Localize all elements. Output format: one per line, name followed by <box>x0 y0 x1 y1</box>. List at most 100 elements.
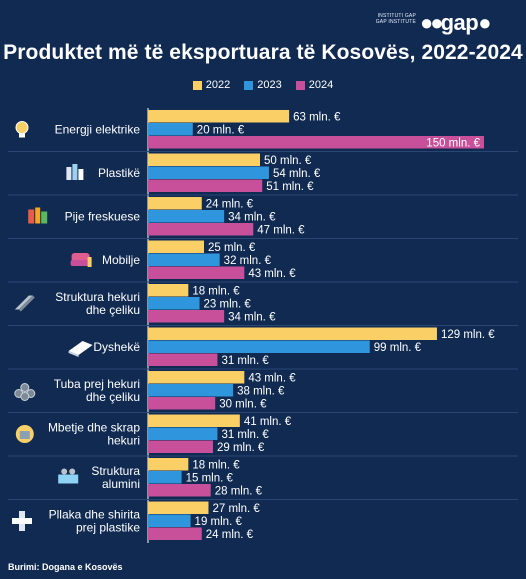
category-label: Energji elektrike <box>55 123 141 137</box>
legend-label-2024: 2024 <box>308 79 334 91</box>
chart-legend: 2022 2023 2024 <box>0 79 526 91</box>
category-label: Dyshekë <box>93 340 140 354</box>
category-group: Pije freskuese 24 mln. €34 mln. €47 mln. … <box>8 194 518 237</box>
value-label: 31 mln. € <box>221 429 269 441</box>
armchair-icon <box>70 253 92 267</box>
bar-2022 <box>148 284 189 297</box>
value-label: 28 mln. € <box>215 486 263 498</box>
value-label: 18 mln. € <box>192 286 240 298</box>
value-label: 47 mln. € <box>257 225 305 237</box>
legend-swatch-2023 <box>244 80 254 90</box>
value-label: 38 mln. € <box>237 386 285 398</box>
bar-2022 <box>148 153 260 166</box>
bar-2023 <box>148 123 193 136</box>
category-label: Mobilje <box>102 253 140 267</box>
lightbulb-icon <box>15 121 29 138</box>
source-note: Burimi: Dogana e Kosovës <box>8 562 123 572</box>
chart-title: Produktet më të eksportuara të Kosovës, … <box>3 41 523 64</box>
value-label: 32 mln. € <box>224 255 272 267</box>
value-label: 50 mln. € <box>264 155 312 167</box>
bar-2023 <box>148 384 234 397</box>
legend-item-2024: 2024 <box>295 79 334 91</box>
value-label: 29 mln. € <box>217 442 265 454</box>
bar-2022 <box>148 501 209 514</box>
value-label: 51 mln. € <box>266 181 314 193</box>
brand-institute-line2: GAP INSTITUTE <box>375 19 416 25</box>
category-label: prej plastike <box>76 521 140 535</box>
value-label: 24 mln. € <box>206 199 254 211</box>
value-label: 30 mln. € <box>219 399 267 411</box>
bar-2024 <box>148 397 216 410</box>
bar-2022 <box>148 110 290 123</box>
bar-2024 <box>148 353 218 366</box>
value-label: 23 mln. € <box>204 299 252 311</box>
bar-2023 <box>148 297 200 310</box>
bar-2022 <box>148 371 245 384</box>
value-label: 43 mln. € <box>248 373 296 385</box>
bar-2024 <box>148 310 225 323</box>
brand-institute-line1: INSTITUTI GAP <box>377 13 416 19</box>
bar-2022 <box>148 458 189 471</box>
value-label: 34 mln. € <box>228 312 276 324</box>
bar-2023 <box>148 340 370 353</box>
bar-2024 <box>148 223 254 236</box>
value-label: 15 mln. € <box>186 473 234 485</box>
category-label: Struktura hekuri <box>55 290 140 304</box>
bar-2023 <box>148 427 218 440</box>
category-label: hekuri <box>107 434 140 448</box>
bar-2024 <box>148 179 263 192</box>
category-label: Tuba prej hekuri <box>54 377 140 391</box>
mattress-icon <box>68 341 93 357</box>
legend-swatch-2022 <box>192 80 202 90</box>
bar-2022 <box>148 197 202 210</box>
brand-logo: INSTITUTI GAP GAP INSTITUTE ●●gap● <box>356 8 516 36</box>
brand-logo-dots: ●● <box>420 10 444 35</box>
pipes-icon <box>14 383 36 401</box>
legend-label-2022: 2022 <box>205 79 231 91</box>
bar-2023 <box>148 166 269 179</box>
value-label: 27 mln. € <box>212 503 260 515</box>
bar-2024 <box>148 527 202 540</box>
category-label: Pllaka dhe shirita <box>49 508 141 522</box>
category-label: Pije freskuese <box>65 210 141 224</box>
value-label: 63 mln. € <box>293 112 341 124</box>
aluminium-structure-icon <box>58 468 79 484</box>
category-label: Struktura <box>91 464 140 478</box>
value-label: 150 mln. € <box>426 138 480 150</box>
brand-institute-text: INSTITUTI GAP GAP INSTITUTE <box>356 13 416 25</box>
value-label: 41 mln. € <box>244 416 292 428</box>
value-label: 54 mln. € <box>273 168 321 180</box>
bar-2024 <box>148 484 211 497</box>
brand-logo-text: ●●gap● <box>420 10 491 36</box>
plastic-bottles-icon <box>66 164 84 180</box>
bar-2024 <box>148 136 484 149</box>
category-label: Plastikë <box>98 166 140 180</box>
category-group: Plastikë 50 mln. €54 mln. €51 mln. € <box>8 151 518 193</box>
soft-drinks-icon <box>28 207 48 224</box>
value-label: 19 mln. € <box>195 516 243 528</box>
legend-item-2022: 2022 <box>192 79 231 91</box>
value-label: 129 mln. € <box>441 329 495 341</box>
category-label: dhe çeliku <box>86 303 140 317</box>
brand-logo-dot-end: ● <box>478 10 491 35</box>
value-label: 24 mln. € <box>206 529 254 541</box>
category-label: dhe çeliku <box>86 390 140 404</box>
scrap-bin-icon <box>15 425 34 443</box>
category-group: Energji elektrike 63 mln. € 20 mln. € 150 m… <box>15 110 484 150</box>
category-group: Dyshekë 129 mln. € 99 mln. € 31 mln. € <box>8 325 518 367</box>
legend-swatch-2024 <box>295 80 305 90</box>
plastic-pipe-fitting-icon <box>12 511 32 531</box>
category-group: Mobilje 25 mln. €32 mln. €43 mln. € <box>8 238 518 280</box>
value-label: 99 mln. € <box>374 342 422 354</box>
bar-2022 <box>148 414 240 427</box>
steel-beam-icon <box>14 295 35 312</box>
value-label: 18 mln. € <box>192 460 240 472</box>
bar-2023 <box>148 514 191 527</box>
value-label: 25 mln. € <box>208 242 256 254</box>
